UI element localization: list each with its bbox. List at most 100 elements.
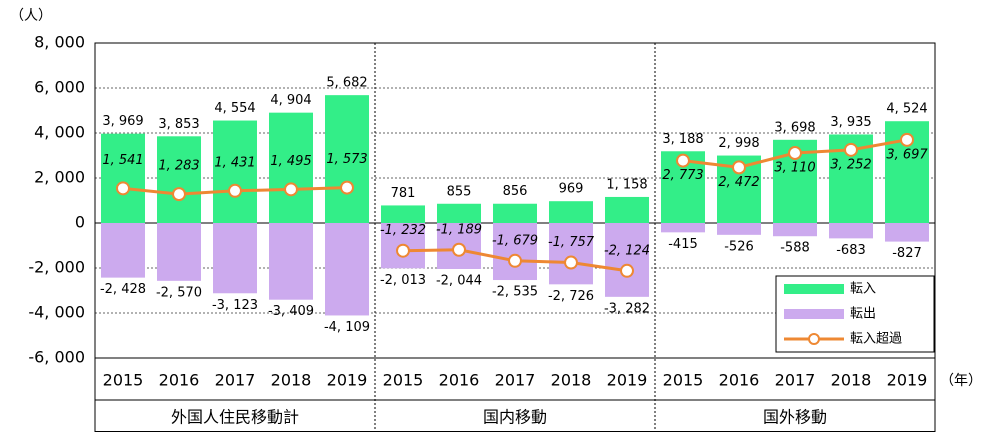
net-point <box>172 187 186 202</box>
net-label: 2, 773 <box>662 168 703 183</box>
x-tick-label: 2019 <box>607 371 648 390</box>
net-label: 1, 283 <box>158 159 199 174</box>
bar <box>661 223 705 233</box>
net-label: -1, 757 <box>548 235 595 250</box>
net-point <box>788 146 802 161</box>
net-label: 1, 541 <box>102 153 143 168</box>
bar <box>885 223 929 242</box>
net-label: -1, 189 <box>436 222 482 237</box>
value-label: -415 <box>668 237 698 252</box>
y-tick-label: -4, 000 <box>28 303 85 322</box>
group-label: 外国人住民移動計 <box>171 408 299 427</box>
value-label: 855 <box>447 184 472 199</box>
value-label: 3, 188 <box>662 132 703 147</box>
net-label: -2, 124 <box>604 243 650 258</box>
x-tick-label: 2017 <box>495 371 536 390</box>
legend-marker <box>808 333 820 345</box>
plot-frame <box>94 42 936 359</box>
value-label: -2, 044 <box>436 273 482 288</box>
net-point <box>900 132 914 147</box>
net-point <box>452 242 466 257</box>
value-label: -2, 013 <box>380 273 426 288</box>
y-unit: （人） <box>10 8 52 24</box>
legend-swatch <box>784 284 844 294</box>
x-tick-label: 2015 <box>663 371 704 390</box>
value-label: 1, 158 <box>606 177 647 192</box>
x-tick-label: 2017 <box>775 371 816 390</box>
y-tick-label: 4, 000 <box>34 123 85 142</box>
x-tick-label: 2016 <box>719 371 760 390</box>
net-label: -1, 232 <box>380 223 426 238</box>
y-tick-label: 6, 000 <box>34 78 85 97</box>
value-label: 3, 935 <box>830 115 871 130</box>
value-label: -2, 570 <box>156 285 202 300</box>
y-tick-label: -2, 000 <box>28 258 85 277</box>
net-label: 1, 431 <box>214 155 255 170</box>
bar <box>381 205 425 223</box>
net-point <box>340 180 354 195</box>
bar <box>605 196 649 223</box>
bar <box>493 203 537 223</box>
net-point <box>564 255 578 270</box>
value-label: -827 <box>892 246 922 261</box>
net-point <box>228 183 242 198</box>
x-unit: （年） <box>940 373 982 389</box>
value-label: -588 <box>780 241 810 256</box>
bar <box>605 223 649 297</box>
net-point <box>396 243 410 258</box>
x-tick-label: 2019 <box>887 371 928 390</box>
legend-swatch <box>784 309 844 319</box>
value-label: 3, 853 <box>158 117 199 132</box>
bar <box>549 201 593 223</box>
x-tick-label: 2018 <box>271 371 312 390</box>
value-label: 969 <box>559 182 584 197</box>
y-tick-label: 8, 000 <box>34 33 85 52</box>
bar <box>213 120 257 223</box>
value-label: -526 <box>724 239 754 254</box>
value-label: 2, 998 <box>718 136 759 151</box>
value-label: -2, 535 <box>492 285 538 300</box>
value-label: -3, 282 <box>604 301 650 316</box>
value-label: 856 <box>503 184 528 199</box>
y-tick-label: 0 <box>75 213 85 232</box>
net-point <box>844 142 858 157</box>
net-label: 3, 697 <box>886 147 928 162</box>
y-tick-label: 2, 000 <box>34 168 85 187</box>
x-tick-label: 2018 <box>831 371 872 390</box>
value-label: -4, 109 <box>324 320 370 335</box>
net-point <box>676 153 690 168</box>
value-label: 4, 554 <box>214 101 255 116</box>
bar <box>213 223 257 294</box>
value-label: -3, 123 <box>212 298 258 313</box>
bar <box>269 112 313 223</box>
bar <box>493 223 537 281</box>
x-tick-label: 2019 <box>327 371 368 390</box>
x-tick-label: 2015 <box>103 371 144 390</box>
net-label: 3, 110 <box>774 161 815 176</box>
value-label: 4, 904 <box>270 93 311 108</box>
value-label: 3, 698 <box>774 120 815 135</box>
bar <box>157 136 201 223</box>
legend-label: 転出 <box>850 307 876 322</box>
bar <box>717 223 761 235</box>
y-tick-label: -6, 000 <box>28 348 85 367</box>
x-tick-label: 2016 <box>159 371 200 390</box>
x-tick-label: 2018 <box>551 371 592 390</box>
net-label: 3, 252 <box>830 157 871 172</box>
net-point <box>732 160 746 175</box>
net-point <box>284 182 298 197</box>
bar <box>325 223 369 316</box>
group-label: 国外移動 <box>763 408 827 427</box>
value-label: -2, 428 <box>100 282 146 297</box>
bar <box>437 203 481 223</box>
net-point <box>620 263 634 278</box>
net-label: -1, 679 <box>492 233 538 248</box>
net-label: 1, 573 <box>326 152 367 167</box>
bar <box>549 223 593 285</box>
bar <box>325 95 369 223</box>
value-label: -683 <box>836 243 866 258</box>
bar <box>157 223 201 281</box>
bar <box>101 133 145 223</box>
value-label: 5, 682 <box>326 76 367 91</box>
